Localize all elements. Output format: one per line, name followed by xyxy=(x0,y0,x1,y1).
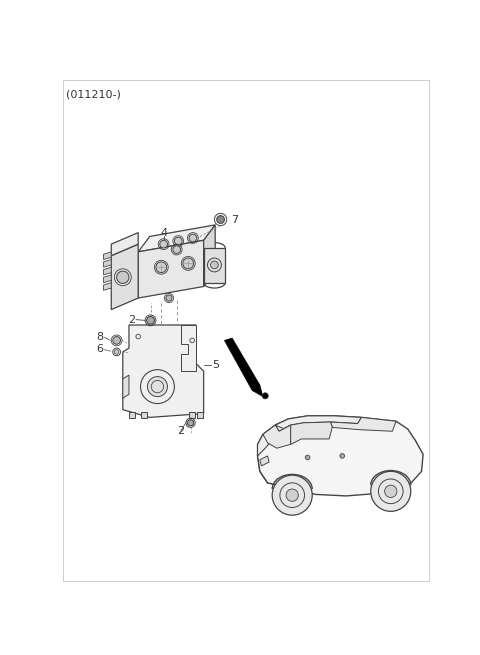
Bar xyxy=(204,248,225,283)
Circle shape xyxy=(174,237,182,245)
Circle shape xyxy=(384,485,397,498)
Polygon shape xyxy=(275,416,361,431)
Text: 6: 6 xyxy=(96,344,104,354)
Circle shape xyxy=(371,472,411,512)
Polygon shape xyxy=(263,425,291,448)
Polygon shape xyxy=(111,244,138,310)
Polygon shape xyxy=(331,417,396,431)
Bar xyxy=(141,412,147,418)
Polygon shape xyxy=(104,283,111,290)
Polygon shape xyxy=(104,252,111,259)
Polygon shape xyxy=(180,325,196,371)
Text: 7: 7 xyxy=(230,214,238,225)
Circle shape xyxy=(114,350,119,354)
Circle shape xyxy=(217,215,225,223)
Polygon shape xyxy=(138,240,204,298)
Circle shape xyxy=(211,261,218,269)
Circle shape xyxy=(173,246,180,253)
Circle shape xyxy=(340,454,345,458)
Polygon shape xyxy=(138,225,215,252)
Polygon shape xyxy=(104,275,111,283)
Circle shape xyxy=(286,489,299,501)
Circle shape xyxy=(188,420,193,426)
Bar xyxy=(189,412,195,418)
Polygon shape xyxy=(258,419,288,456)
Polygon shape xyxy=(291,422,332,444)
Polygon shape xyxy=(204,225,215,286)
Circle shape xyxy=(305,455,310,460)
Text: 2: 2 xyxy=(177,426,184,436)
Polygon shape xyxy=(258,416,423,496)
Circle shape xyxy=(183,258,193,269)
Polygon shape xyxy=(123,325,204,417)
Polygon shape xyxy=(252,385,263,397)
Polygon shape xyxy=(111,233,138,255)
Circle shape xyxy=(166,295,172,301)
Circle shape xyxy=(160,240,168,248)
Circle shape xyxy=(262,393,268,399)
Polygon shape xyxy=(275,425,291,431)
Polygon shape xyxy=(104,267,111,275)
Bar xyxy=(197,412,203,418)
Text: 5: 5 xyxy=(212,360,219,370)
Circle shape xyxy=(156,262,167,272)
Text: (011210-): (011210-) xyxy=(66,89,120,100)
Circle shape xyxy=(272,475,312,515)
Text: 4: 4 xyxy=(160,227,167,238)
Bar xyxy=(129,412,135,418)
Text: 2: 2 xyxy=(128,314,135,325)
Circle shape xyxy=(117,271,129,284)
Polygon shape xyxy=(123,375,129,398)
Circle shape xyxy=(113,337,120,345)
Circle shape xyxy=(189,234,197,242)
Text: 8: 8 xyxy=(96,331,104,341)
Circle shape xyxy=(147,316,155,324)
Polygon shape xyxy=(104,259,111,267)
Circle shape xyxy=(147,377,168,397)
Polygon shape xyxy=(260,456,269,466)
Polygon shape xyxy=(225,338,260,390)
